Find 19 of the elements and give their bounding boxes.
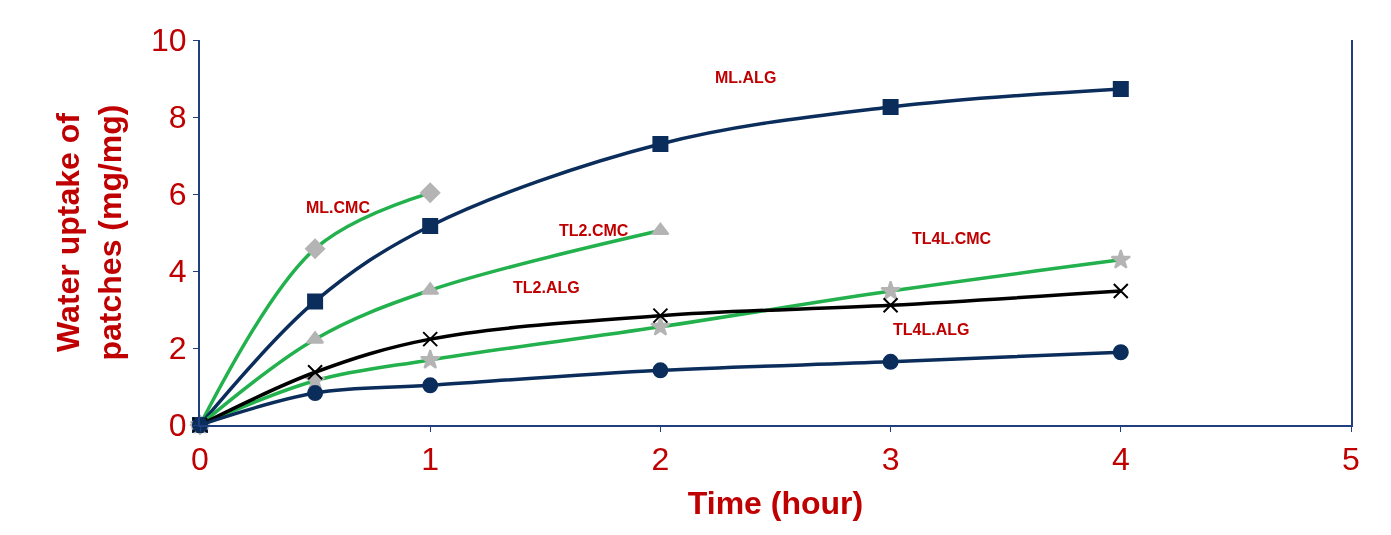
annotation: ML.CMC	[306, 199, 371, 216]
annotation: ML.ALG	[715, 69, 777, 86]
x-tick-label: 2	[651, 441, 670, 478]
x-tick-label: 1	[421, 441, 440, 478]
x-tick-label: 5	[1342, 441, 1360, 478]
x-axis-title: Time (hour)	[687, 484, 864, 521]
x-tick-label: 4	[1111, 441, 1130, 478]
y-tick-label: 0	[168, 407, 187, 444]
y-axis-title: Water uptake of patches (mg/mg)	[50, 104, 128, 361]
y-tick-label: 6	[168, 176, 187, 213]
annotation: TL4L.CMC	[912, 230, 992, 247]
y-tick-label: 2	[168, 330, 187, 367]
annotation: TL2.ALG	[513, 279, 580, 296]
x-tick-label: 3	[881, 441, 900, 478]
annotation: TL4L.ALG	[893, 321, 970, 338]
y-tick-label: 4	[168, 253, 187, 290]
annotation: TL2.CMC	[559, 222, 629, 239]
y-tick-label: 10	[151, 22, 187, 59]
y-tick-label: 8	[168, 99, 187, 136]
